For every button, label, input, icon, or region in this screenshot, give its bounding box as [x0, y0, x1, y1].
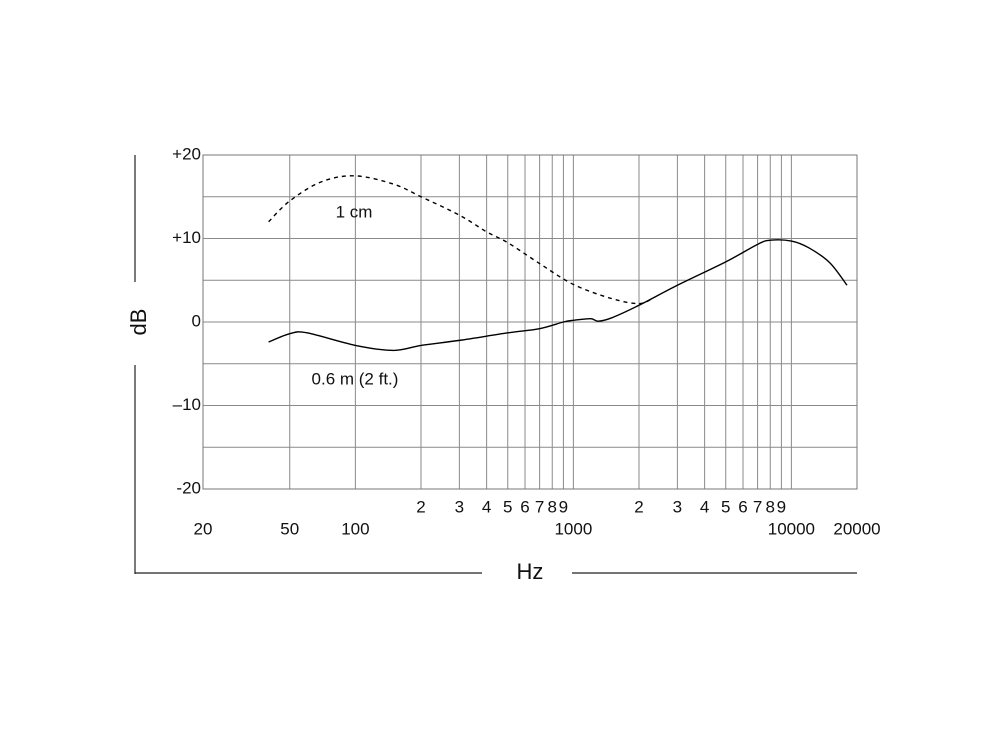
x-tick-label: 6 [738, 497, 747, 516]
x-tick-label: 6 [520, 497, 529, 516]
x-tick-label: 100 [341, 519, 369, 538]
plot-border [202, 154, 858, 490]
x-tick-label: 4 [700, 497, 709, 516]
x-axis-title: Hz [517, 559, 544, 584]
x-tick-label: 3 [455, 497, 464, 516]
x-tick-label: 8 [766, 497, 775, 516]
x-tick-label: 2 [416, 497, 425, 516]
x-tick-label: 5 [721, 497, 730, 516]
x-tick-label: 7 [535, 497, 544, 516]
y-tick-label: -20 [176, 478, 201, 497]
response-curve [268, 239, 848, 352]
x-tick-label: 2 [634, 497, 643, 516]
y-tick-label: +10 [172, 228, 201, 247]
x-tick-label: 8 [548, 497, 557, 516]
y-tick-label: 0 [192, 311, 201, 330]
curve-label: 1 cm [336, 202, 373, 221]
curve-label: 0.6 m (2 ft.) [312, 369, 399, 388]
response-curve [268, 175, 653, 305]
y-tick-label: –10 [173, 395, 201, 414]
x-tick-label: 5 [503, 497, 512, 516]
x-tick-label: 50 [280, 519, 299, 538]
x-tick-label: 20000 [833, 519, 880, 538]
x-tick-label: 4 [482, 497, 491, 516]
x-tick-label: 7 [753, 497, 762, 516]
y-axis-title: dB [126, 309, 151, 336]
x-tick-label: 9 [777, 497, 786, 516]
x-tick-label: 20 [194, 519, 213, 538]
x-tick-label: 9 [559, 497, 568, 516]
y-tick-label: +20 [172, 144, 201, 163]
x-tick-label: 3 [673, 497, 682, 516]
x-tick-label: 10000 [768, 519, 815, 538]
x-tick-label: 1000 [554, 519, 592, 538]
